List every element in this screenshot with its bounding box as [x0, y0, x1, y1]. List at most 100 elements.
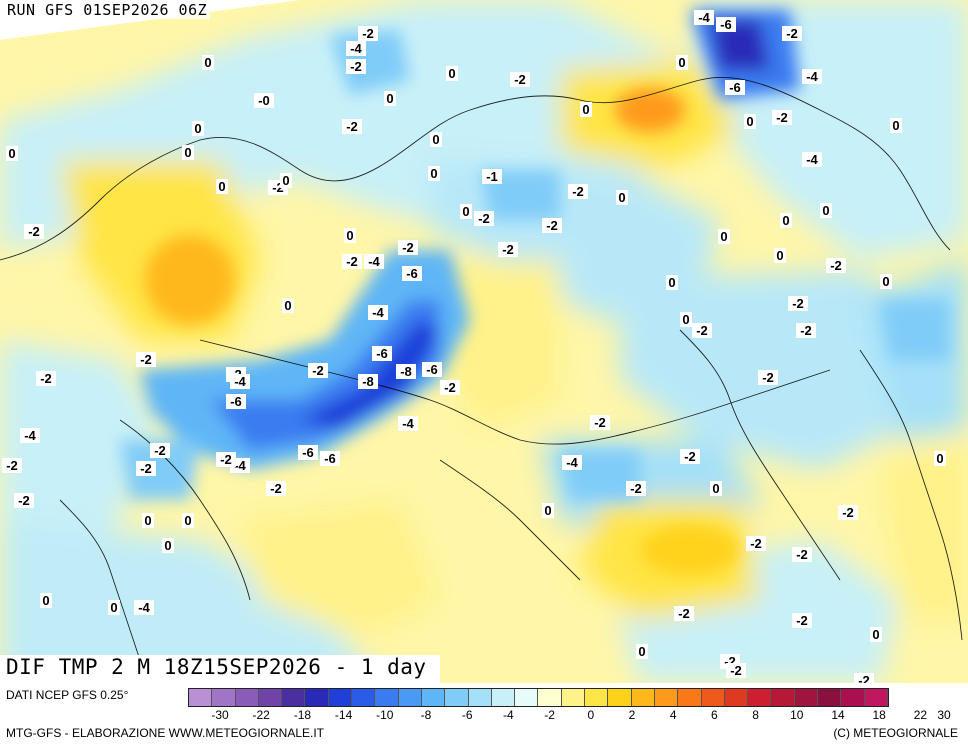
svg-text:-2: -2: [830, 258, 842, 273]
svg-text:0: 0: [712, 481, 719, 496]
svg-text:-2: -2: [40, 371, 52, 386]
contour-value-label: 0: [636, 644, 648, 659]
svg-text:-2: -2: [362, 26, 374, 41]
svg-text:-4: -4: [234, 374, 246, 389]
svg-text:-2: -2: [776, 110, 788, 125]
svg-text:0: 0: [282, 173, 289, 188]
svg-text:-4: -4: [368, 254, 380, 269]
svg-text:-4: -4: [372, 305, 384, 320]
colorbar-swatch: [724, 689, 749, 706]
colorbar-swatch: [445, 689, 469, 706]
contour-value-label: 0: [202, 55, 214, 70]
contour-value-label: 0: [890, 118, 902, 133]
colorbar-swatch: [608, 689, 632, 706]
colorbar-swatch: [538, 689, 562, 706]
svg-text:0: 0: [284, 298, 291, 313]
contour-value-label: -6: [422, 362, 442, 377]
colorbar-tick-label: -22: [252, 708, 270, 722]
contour-value-label: -2: [342, 254, 362, 269]
colorbar-swatch: [864, 689, 888, 706]
svg-text:-8: -8: [362, 374, 374, 389]
svg-text:-2: -2: [140, 352, 152, 367]
contour-value-label: -2: [498, 242, 518, 257]
contour-value-label: -4: [694, 10, 714, 25]
contour-value-label: 0: [6, 146, 18, 161]
colorbar-swatch: [235, 689, 259, 706]
colorbar-tick-label: 8: [752, 708, 759, 722]
colorbar-swatch: [654, 689, 679, 706]
svg-text:0: 0: [668, 275, 675, 290]
contour-value-label: -2: [826, 258, 846, 273]
svg-text:0: 0: [544, 503, 551, 518]
contour-value-label: -4: [230, 374, 250, 389]
svg-text:0: 0: [184, 513, 191, 528]
svg-text:-6: -6: [302, 445, 314, 460]
colorbar-tick-label: -10: [376, 708, 394, 722]
svg-text:0: 0: [110, 600, 117, 615]
contour-value-label: 0: [428, 166, 440, 181]
svg-text:-2: -2: [796, 613, 808, 628]
temperature-anomaly-map: [0, 0, 968, 683]
contour-value-label: 0: [666, 275, 678, 290]
contour-value-label: -2: [342, 119, 362, 134]
contour-value-label: -4: [802, 69, 822, 84]
contour-value-label: 0: [880, 274, 892, 289]
contour-value-label: -4: [364, 254, 384, 269]
contour-value-label: -2: [136, 461, 156, 476]
svg-text:0: 0: [432, 132, 439, 147]
svg-text:-4: -4: [806, 152, 818, 167]
svg-text:-2: -2: [6, 458, 18, 473]
svg-text:-2: -2: [792, 296, 804, 311]
svg-text:-4: -4: [138, 600, 150, 615]
contour-value-label: -2: [510, 72, 530, 87]
colorbar-swatch: [585, 689, 609, 706]
svg-text:-2: -2: [346, 254, 358, 269]
colorbar-swatch: [515, 689, 539, 706]
svg-text:-2: -2: [154, 443, 166, 458]
contour-value-label: 0: [446, 66, 458, 81]
contour-value-label: 0: [142, 513, 154, 528]
contour-value-label: 0: [934, 451, 946, 466]
svg-text:0: 0: [144, 513, 151, 528]
svg-text:0: 0: [682, 312, 689, 327]
contour-value-label: 0: [430, 132, 442, 147]
contour-value-label: -4: [398, 416, 418, 431]
svg-text:0: 0: [822, 203, 829, 218]
colorbar-tick-label: -18: [293, 708, 312, 722]
contour-value-label: 0: [718, 229, 730, 244]
colorbar-tick-label: -30: [211, 708, 229, 722]
contour-value-label: 0: [182, 513, 194, 528]
contour-value-label: -6: [320, 451, 340, 466]
contour-value-label: -6: [402, 266, 422, 281]
contour-value-label: 0: [820, 203, 832, 218]
credit-right: (C) METEOGIORNALE: [833, 726, 958, 740]
contour-value-label: 0: [460, 204, 472, 219]
contour-value-label: 0: [680, 312, 692, 327]
contour-value-label: -2: [266, 481, 286, 496]
contour-value-label: -2: [2, 458, 22, 473]
contour-value-label: -2: [626, 481, 646, 496]
contour-value-label: 0: [40, 593, 52, 608]
contour-value-label: 0: [542, 503, 554, 518]
colorbar-swatch: [818, 689, 842, 706]
colorbar-swatch: [841, 689, 865, 706]
contour-value-label: -2: [680, 449, 700, 464]
contour-value-label: -2: [542, 218, 562, 233]
colorbar-tick-label: -14: [334, 708, 353, 722]
contour-value-label: 0: [282, 298, 294, 313]
credit-left: MTG-GFS - ELABORAZIONE WWW.METEOGIORNALE…: [6, 726, 325, 740]
colorbar-swatch: [561, 689, 586, 706]
svg-text:0: 0: [462, 204, 469, 219]
svg-text:-2: -2: [724, 654, 736, 669]
svg-text:-8: -8: [400, 364, 412, 379]
svg-text:-2: -2: [572, 184, 584, 199]
contour-value-label: -2: [838, 505, 858, 520]
contour-value-label: -2: [308, 363, 328, 378]
title-background: [0, 655, 440, 683]
contour-value-label: 0: [616, 190, 628, 205]
svg-text:-2: -2: [444, 380, 456, 395]
contour-value-label: -2: [358, 26, 378, 41]
colorbar-tick-label: -4: [503, 708, 514, 722]
colorbar-swatch: [631, 689, 655, 706]
colorbar-tick-label: -2: [544, 708, 555, 722]
